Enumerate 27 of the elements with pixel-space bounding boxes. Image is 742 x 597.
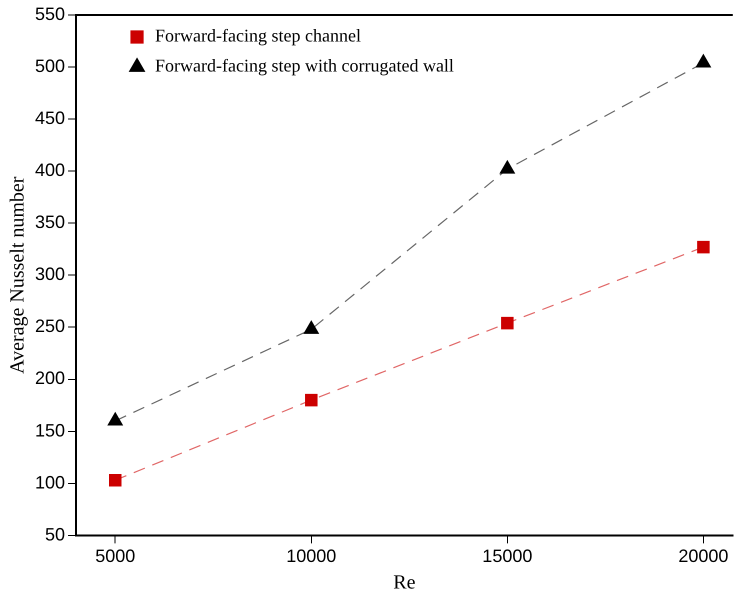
- y-tick-label: 500: [34, 56, 66, 76]
- y-tick-label: 100: [34, 472, 66, 492]
- y-tick-label: 450: [34, 108, 66, 128]
- point: [108, 412, 123, 426]
- legend-label: Forward-facing step with corrugated wall: [155, 56, 454, 76]
- x-tick-label: 20000: [678, 546, 728, 566]
- point: [500, 160, 515, 174]
- x-axis-title: Re: [393, 571, 416, 594]
- y-axis-title: Average Nusselt number: [6, 176, 28, 374]
- y-tick-label: 350: [34, 212, 66, 232]
- y-tick-label: 300: [34, 264, 66, 284]
- y-tick-label: 250: [34, 316, 66, 336]
- point: [305, 394, 318, 406]
- x-tick-label: 10000: [286, 546, 336, 566]
- legend-label: Forward-facing step channel: [155, 26, 361, 46]
- point: [304, 320, 319, 334]
- point: [697, 240, 710, 254]
- x-tick-label: 15000: [482, 546, 532, 566]
- y-tick-label: 200: [34, 368, 66, 388]
- y-tick-label: 50: [45, 524, 66, 544]
- point: [501, 316, 514, 330]
- y-tick-label: 150: [34, 420, 66, 440]
- y-tick-label: 400: [34, 160, 66, 180]
- point: [108, 474, 122, 486]
- point: [696, 54, 711, 68]
- x-tick-label: 5000: [95, 546, 136, 566]
- y-tick-label: 550: [34, 4, 66, 24]
